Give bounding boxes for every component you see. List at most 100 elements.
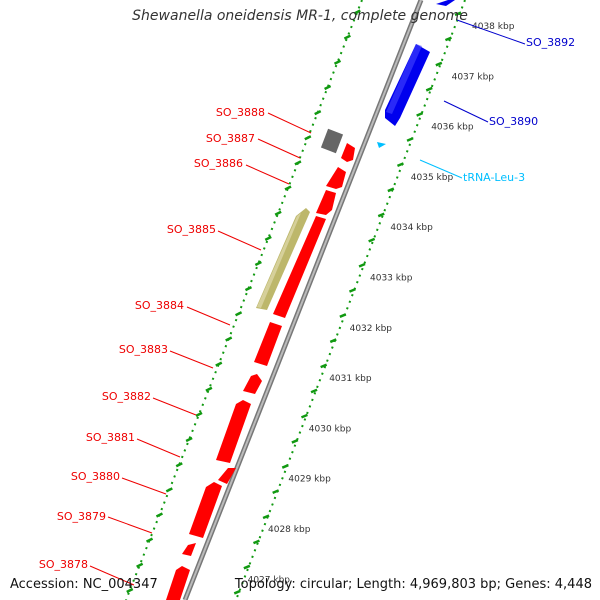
label-trna-leu-3[interactable]: tRNA-Leu-3 [463,171,525,184]
ring-tick-mark [264,235,272,241]
ring-tick-mark [136,562,144,568]
scale-tick-mark [368,237,376,243]
scale-tick-label: 4035 kbp [411,173,454,183]
scale-ring-inner [125,0,363,600]
label-so3886[interactable]: SO_3886 [194,157,243,170]
label-so3882[interactable]: SO_3882 [102,390,151,403]
label-so3890[interactable]: SO_3890 [489,115,538,128]
reverse-label-leaders [89,112,312,586]
leader-so3890 [443,100,489,123]
ring-tick-mark [215,361,223,367]
label-so3885[interactable]: SO_3885 [167,223,216,236]
scale-tick-mark [291,438,299,444]
ring-tick-mark [314,109,322,116]
ring-tick-mark [284,185,292,191]
gene-so3878-arrow[interactable] [166,566,190,600]
scale-tick-mark [387,187,395,193]
ring-tick-mark [244,286,253,292]
gene-so3888-block[interactable] [320,128,344,154]
accession-text: Accession: NC_004347 [10,577,158,592]
scale-tick-label: 4031 kbp [329,374,372,384]
gene-so3881-arrow[interactable] [218,468,236,484]
scale-tick-label: 4028 kbp [268,525,311,535]
gene-so3885b-arrow[interactable] [273,216,326,318]
scale-tick-mark [233,589,241,595]
gene-so3880-arrow[interactable] [189,482,222,538]
scale-tick-mark [435,61,443,67]
label-so3887[interactable]: SO_3887 [206,132,255,145]
gene-so3890-shade [386,44,422,114]
ring-tick-mark [195,411,203,418]
label-so3878[interactable]: SO_3878 [39,558,88,571]
scale-tick-mark [339,313,347,318]
scale-tick-mark [348,287,356,293]
scale-tick-label: 4033 kbp [370,274,413,284]
ring-tick-mark [165,487,173,493]
ring-tick-mark [353,9,361,15]
gene-so3885a-arrow[interactable] [316,190,336,215]
ring-tick-mark [225,336,233,342]
gene-so3886-arrow[interactable] [326,167,346,189]
label-so3881[interactable]: SO_3881 [86,431,135,444]
scale-tick-mark [300,413,308,419]
ring-tick-mark [324,84,332,91]
scale-tick-mark [416,111,424,117]
ring-tick-mark [235,311,243,317]
ring-tick-mark [126,587,134,594]
scale-tick-label: 4030 kbp [309,424,352,434]
major-ticks-outer [233,11,462,595]
major-ticks-inner [126,9,361,594]
leader-trna [419,159,463,179]
scale-tick-mark [454,11,462,17]
label-so3883[interactable]: SO_3883 [119,343,168,356]
topology-text: Topology: circular; Length: 4,969,803 bp… [234,577,592,592]
scale-tick-mark [425,86,433,92]
gene-so3882-arrow[interactable] [216,400,251,463]
scale-tick-label: 4038 kbp [472,22,515,32]
scale-tick-labels: 4038 kbp 4037 kbp 4036 kbp 4035 kbp 4034 kbp… [248,22,515,585]
genome-backbone-highlight [184,0,422,600]
gene-so3892-arrow[interactable] [436,0,455,6]
ring-tick-mark [274,210,282,216]
ring-tick-mark [294,160,302,166]
scale-tick-mark [358,262,366,268]
ring-tick-mark [254,260,262,267]
label-so3879[interactable]: SO_3879 [57,510,106,523]
gene-so3890-arrow[interactable] [385,44,430,126]
scale-tick-mark [262,514,270,520]
leader-so3892 [456,19,526,45]
ring-tick-mark [155,512,163,518]
scale-tick-mark [252,539,260,545]
ring-tick-mark [343,34,351,40]
label-so3880[interactable]: SO_3880 [71,470,120,483]
label-so3884[interactable]: SO_3884 [135,299,184,312]
scale-tick-mark [329,338,337,344]
label-so3892[interactable]: SO_3892 [526,36,575,49]
scale-tick-mark [281,464,289,469]
scale-tick-mark [377,212,385,218]
gene-so3884-arrow[interactable] [254,322,282,366]
gene-so3887-arrow[interactable] [341,143,355,162]
scale-tick-label: 4034 kbp [390,223,433,233]
scale-tick-mark [444,36,452,42]
ring-tick-mark [333,59,342,65]
scale-tick-label: 4027 kbp [248,575,291,585]
map-title: Shewanella oneidensis MR-1, complete gen… [132,8,468,24]
scale-tick-mark [272,489,280,495]
gene-so3879-arrow[interactable] [182,543,196,556]
scale-tick-mark [406,137,414,142]
scale-tick-mark [320,363,328,369]
ring-tick-mark [185,436,193,443]
scale-tick-label: 4032 kbp [350,324,393,334]
gene-so3883-arrow[interactable] [243,374,262,394]
scale-tick-mark [243,564,251,570]
pseudo-gene-shade [257,213,301,308]
ring-tick-mark [304,135,312,141]
scale-tick-label: 4036 kbp [431,123,474,133]
scale-tick-mark [310,388,318,394]
trna-leu-3-arrow[interactable] [377,142,386,148]
ring-tick-mark [145,537,154,543]
label-so3888[interactable]: SO_3888 [216,106,265,119]
